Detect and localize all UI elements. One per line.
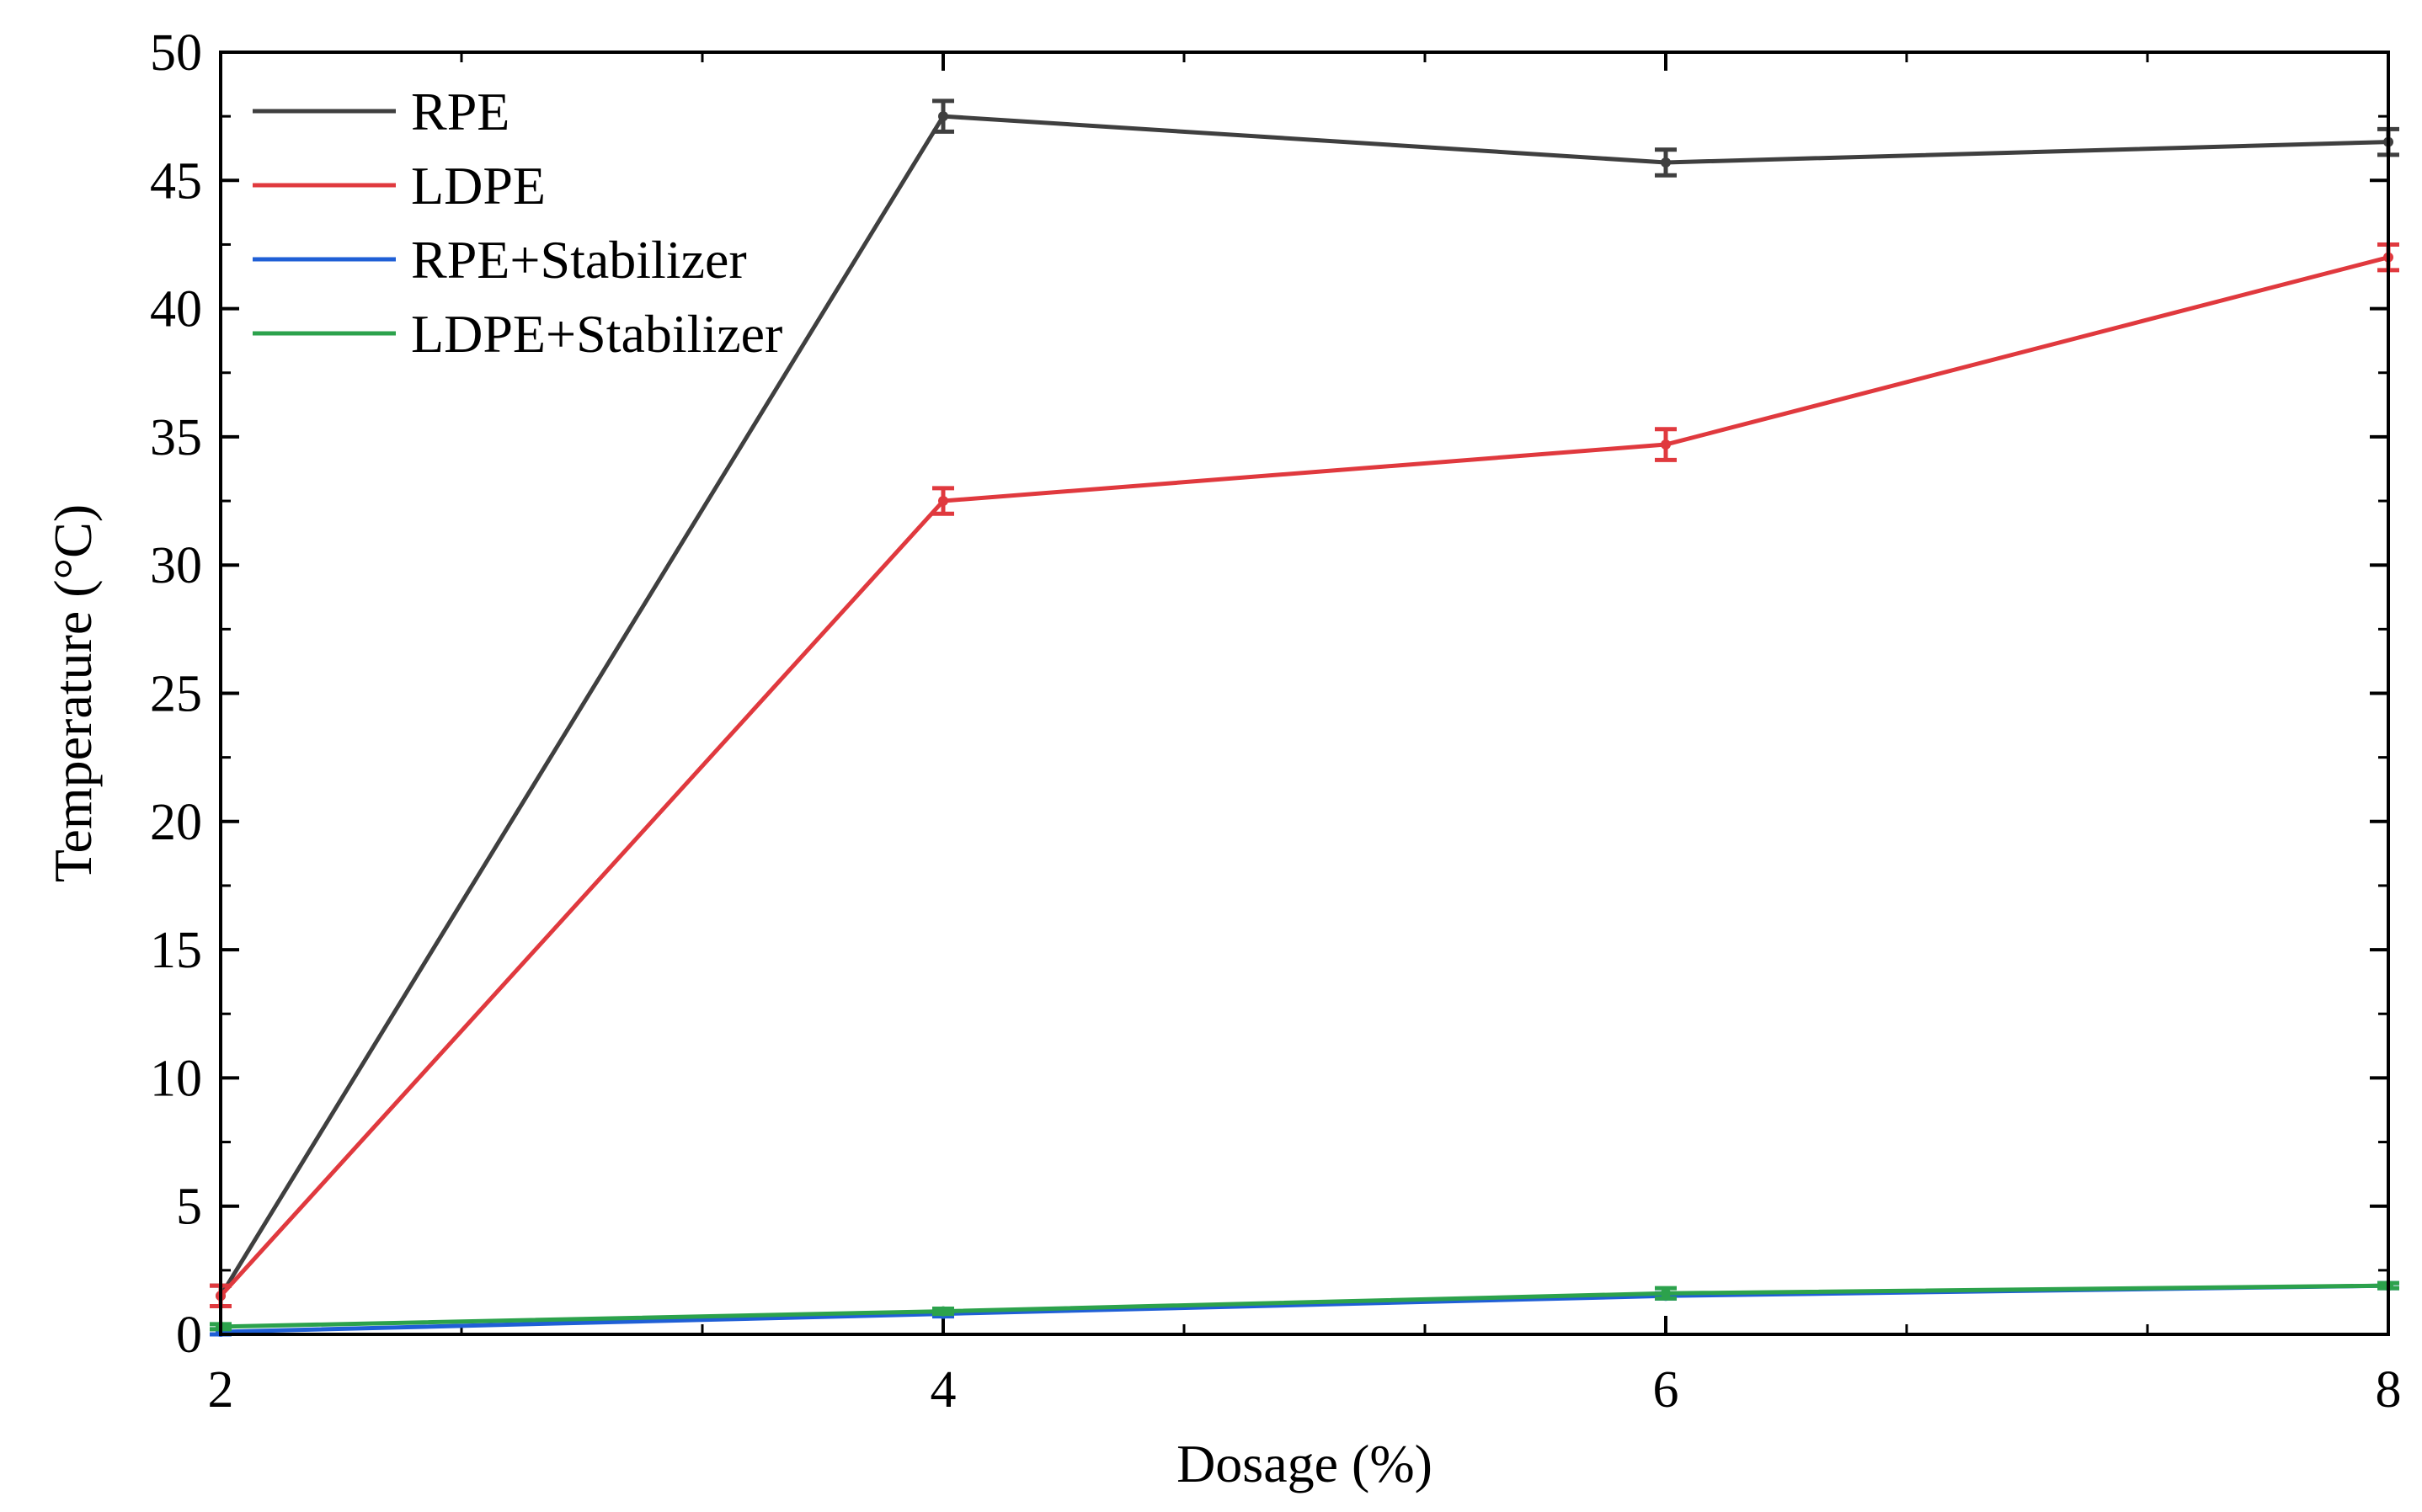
series-lines bbox=[210, 98, 2399, 1337]
data-point bbox=[1661, 157, 1671, 168]
x-tick-label: 8 bbox=[2376, 1361, 2402, 1419]
y-tick-label: 45 bbox=[150, 152, 202, 210]
y-tick-label: 30 bbox=[150, 537, 202, 594]
plot-frame bbox=[219, 51, 2390, 1336]
data-point bbox=[938, 1306, 948, 1317]
y-tick-label: 5 bbox=[176, 1179, 202, 1236]
y-tick-label: 20 bbox=[150, 794, 202, 851]
y-tick-label: 25 bbox=[150, 666, 202, 723]
series-line bbox=[219, 255, 2389, 1297]
data-point bbox=[1661, 1288, 1671, 1299]
legend-label: LDPE+Stabilizer bbox=[411, 304, 782, 364]
x-tick-label: 4 bbox=[931, 1361, 957, 1419]
y-tick-label: 40 bbox=[150, 281, 202, 338]
series-ldpe-plus-stabilizer bbox=[210, 1280, 2399, 1332]
y-tick-label: 50 bbox=[150, 24, 202, 82]
x-tick-label: 6 bbox=[1653, 1361, 1679, 1419]
legend-label: RPE bbox=[411, 82, 509, 141]
x-axis-title: Dosage (%) bbox=[1176, 1434, 1432, 1493]
axis-ticks: 0 5 10 15 20 25 30 35 40 45 50 2 4 6 8 bbox=[150, 24, 2402, 1419]
legend: RPE LDPE RPE+Stabilizer LDPE+Stabilizer bbox=[253, 82, 782, 364]
y-axis-title: Temperature (°C) bbox=[43, 504, 103, 882]
data-point bbox=[1661, 439, 1671, 450]
legend-label: LDPE bbox=[411, 156, 546, 216]
series-line bbox=[218, 114, 2389, 1297]
series-line bbox=[220, 1283, 2389, 1329]
y-tick-label: 0 bbox=[176, 1307, 202, 1364]
data-point bbox=[938, 111, 948, 122]
legend-label: RPE+Stabilizer bbox=[411, 230, 747, 290]
y-tick-label: 35 bbox=[150, 409, 202, 466]
y-tick-label: 10 bbox=[150, 1050, 202, 1107]
x-tick-label: 2 bbox=[208, 1361, 234, 1419]
y-tick-label: 15 bbox=[150, 922, 202, 979]
data-point bbox=[938, 496, 948, 507]
